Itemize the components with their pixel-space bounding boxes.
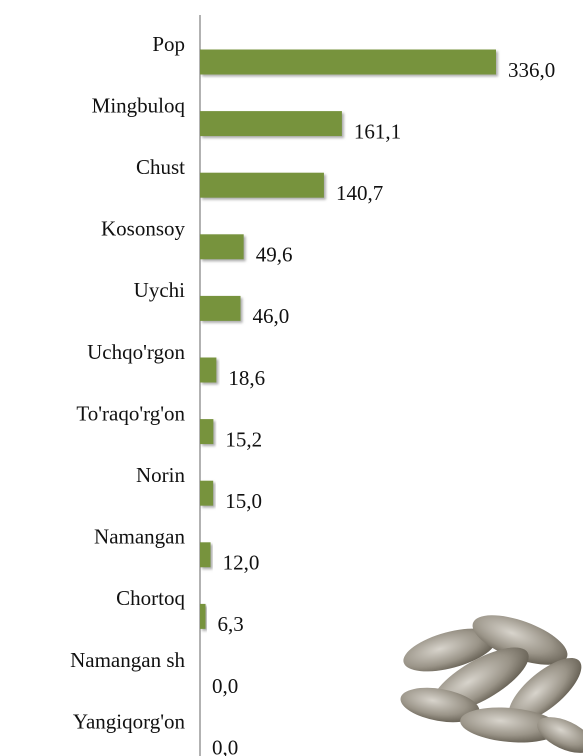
y-tick-label: Mingbuloq <box>92 93 186 117</box>
value-label: 0,0 <box>212 674 238 698</box>
value-label: 46,0 <box>253 304 290 328</box>
value-label: 49,6 <box>256 243 293 267</box>
y-tick-label: Kosonsoy <box>101 217 186 241</box>
y-tick-label: Norin <box>136 463 185 487</box>
bar <box>200 603 206 629</box>
value-label: 336,0 <box>508 58 555 82</box>
value-label: 12,0 <box>223 551 260 575</box>
bar <box>200 234 244 260</box>
bar <box>200 172 324 198</box>
value-label: 161,1 <box>354 119 401 143</box>
y-tick-label: Chust <box>136 155 185 179</box>
bar <box>200 357 217 383</box>
y-tick-label: Namangan sh <box>70 648 185 672</box>
bar <box>200 419 214 445</box>
y-tick-label: Yangiqorg'on <box>73 709 186 733</box>
bar <box>200 295 241 321</box>
bar <box>200 111 342 137</box>
bar <box>200 49 496 75</box>
y-tick-label: Namangan <box>94 525 185 549</box>
y-tick-label: Pop <box>152 32 185 56</box>
value-label: 15,2 <box>225 427 262 451</box>
value-label: 6,3 <box>218 612 244 636</box>
value-label: 0,0 <box>212 735 238 756</box>
bar <box>200 542 211 568</box>
y-tick-label: To'raqo'rg'on <box>76 401 185 425</box>
bar <box>200 480 214 506</box>
value-label: 140,7 <box>336 181 383 205</box>
y-tick-label: Uchqo'rgon <box>87 340 185 364</box>
value-label: 15,0 <box>225 489 262 513</box>
y-tick-label: Uychi <box>134 278 185 302</box>
value-label: 18,6 <box>228 366 265 390</box>
fish-illustration <box>400 615 583 753</box>
y-tick-label: Chortoq <box>116 586 185 610</box>
